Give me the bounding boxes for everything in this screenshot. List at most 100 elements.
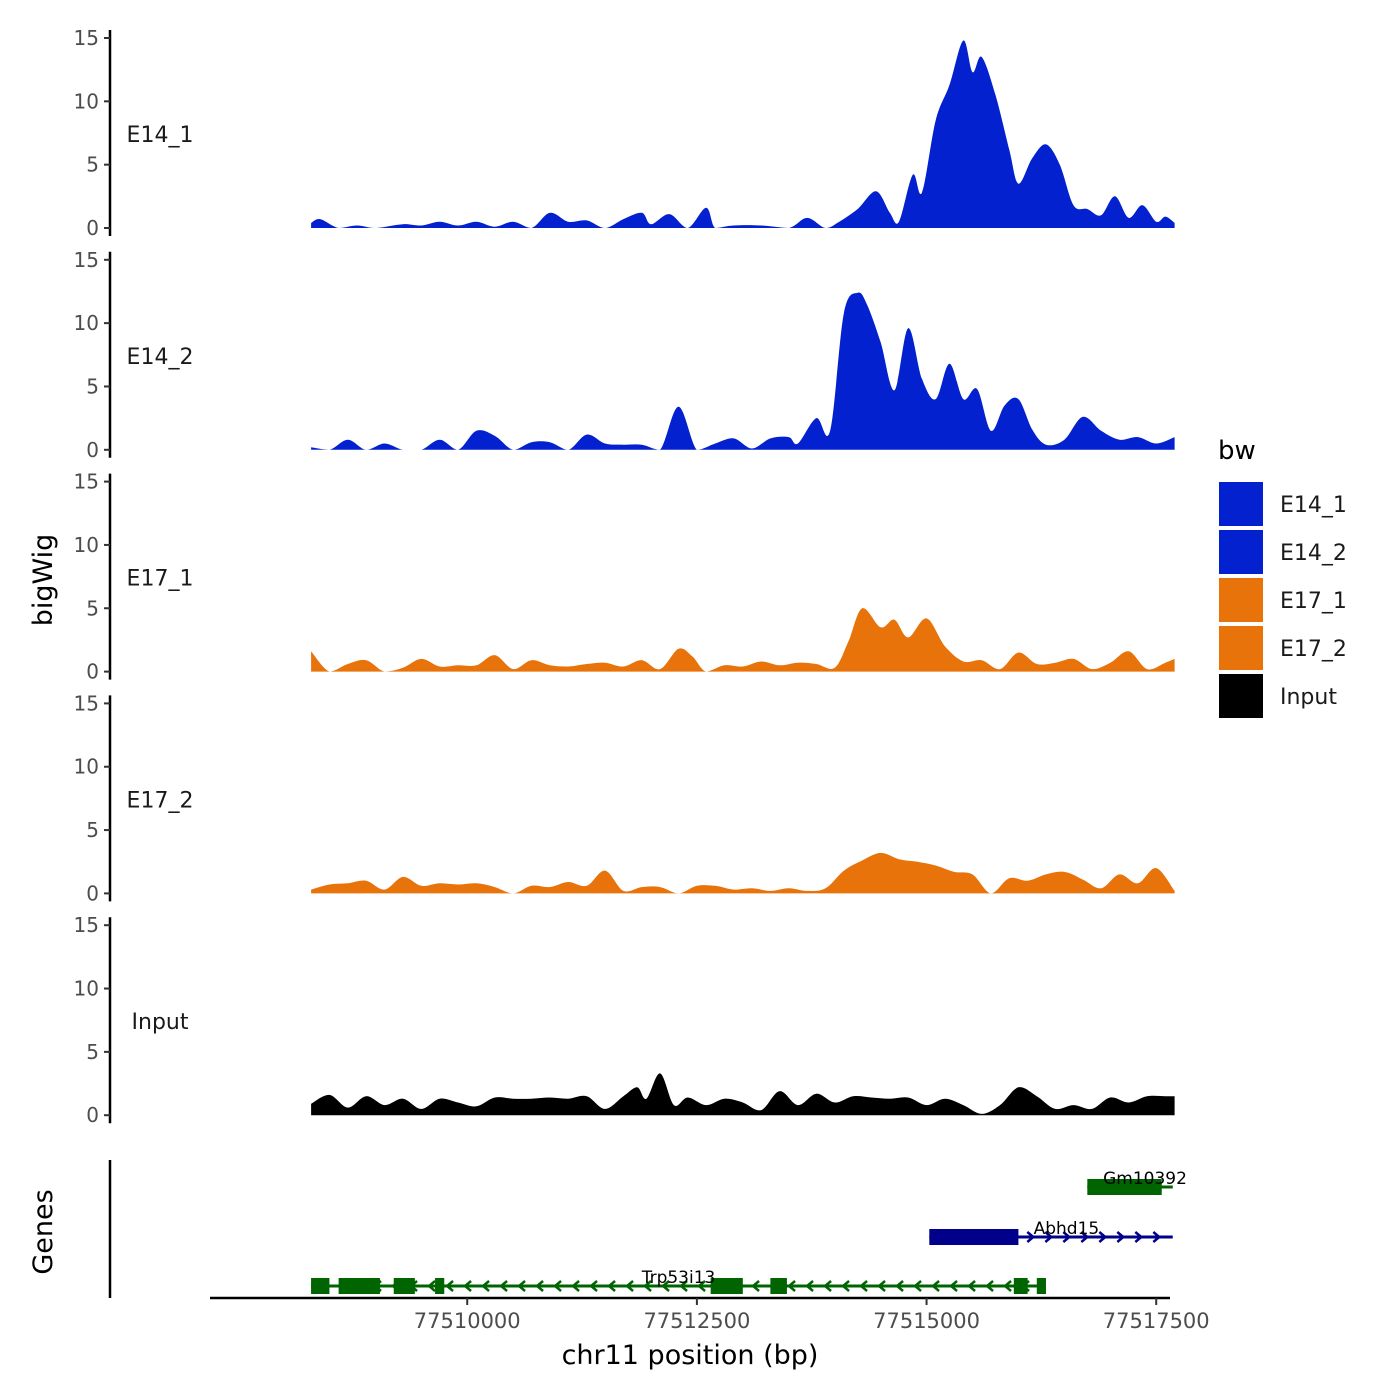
signal-area-Input xyxy=(311,1073,1175,1116)
strand-arrow xyxy=(607,1280,616,1292)
strand-arrow xyxy=(535,1280,544,1292)
signal-area-E14_2 xyxy=(311,292,1175,450)
y-tick-label: 10 xyxy=(74,311,99,335)
strand-arrow xyxy=(463,1280,472,1292)
strand-arrow xyxy=(679,1280,688,1292)
genes-layer: Gm10392 Abhd15 Trp53i13 xyxy=(108,1160,1187,1298)
gene-Trp53i13: Trp53i13 xyxy=(311,1268,1046,1294)
gene-exon xyxy=(1087,1179,1162,1195)
y-tick-label: 0 xyxy=(86,438,99,462)
y-tick-label: 10 xyxy=(74,977,99,1001)
gene-exon xyxy=(1013,1278,1028,1294)
strand-arrow xyxy=(859,1280,868,1292)
legend-swatch-E17_1 xyxy=(1217,576,1265,624)
strand-arrow xyxy=(1152,1231,1162,1243)
y-tick-label: 10 xyxy=(74,755,99,779)
tracks-layer: 0 5 10 15 E14_1 0 5 10 15 E14_2 0 5 10 15 E17_1 0 5 10 15 E… xyxy=(74,26,1175,1127)
strand-arrow xyxy=(787,1280,796,1292)
strand-arrow xyxy=(571,1280,580,1292)
legend-swatch-E17_2 xyxy=(1217,624,1265,672)
legend-swatch-Input xyxy=(1217,672,1265,720)
gene-exon xyxy=(770,1278,787,1294)
strand-arrow xyxy=(517,1280,526,1292)
y-tick-label: 15 xyxy=(74,470,99,494)
track-panel-E17_1: 0 5 10 15 E17_1 xyxy=(74,470,1175,684)
y-tick-label: 0 xyxy=(86,1103,99,1127)
track-label-E17_2: E17_2 xyxy=(127,788,194,813)
track-panel-E14_1: 0 5 10 15 E14_1 xyxy=(74,26,1175,240)
x-tick-label: 77515000 xyxy=(873,1309,980,1333)
legend-label-Input: Input xyxy=(1280,685,1337,710)
y-tick-label: 0 xyxy=(86,660,99,684)
legend-label-E17_2: E17_2 xyxy=(1280,637,1347,662)
strand-arrow xyxy=(625,1280,634,1292)
y-tick-label: 15 xyxy=(74,248,99,272)
track-label-E14_1: E14_1 xyxy=(127,123,194,148)
gene-label-Abhd15: Abhd15 xyxy=(1034,1219,1100,1239)
y-tick-label: 0 xyxy=(86,216,99,240)
strand-arrow xyxy=(643,1280,652,1292)
track-panel-Input: 0 5 10 15 Input xyxy=(74,913,1175,1127)
strand-arrow xyxy=(985,1280,994,1292)
x-axis: 77510000 77512500 77515000 77517500 xyxy=(210,1296,1210,1333)
strand-arrow xyxy=(1080,1231,1090,1243)
gene-label-Trp53i13: Trp53i13 xyxy=(641,1268,716,1288)
strand-arrow xyxy=(697,1280,706,1292)
strand-arrow xyxy=(1003,1280,1012,1292)
y-tick-label: 5 xyxy=(86,596,99,620)
x-axis-title: chr11 position (bp) xyxy=(562,1340,819,1371)
strand-arrow xyxy=(1098,1231,1108,1243)
strand-arrow xyxy=(481,1280,490,1292)
y-tick-label: 15 xyxy=(74,26,99,50)
legend-title: bw xyxy=(1218,436,1256,466)
y-tick-label: 0 xyxy=(86,881,99,905)
legend-label-E17_1: E17_1 xyxy=(1280,589,1347,614)
gene-exon xyxy=(710,1278,743,1294)
strand-arrow xyxy=(913,1280,922,1292)
strand-arrow xyxy=(931,1280,940,1292)
strand-arrow xyxy=(427,1280,436,1292)
track-label-E14_2: E14_2 xyxy=(127,345,194,370)
track-label-Input: Input xyxy=(132,1010,189,1035)
gene-Abhd15: Abhd15 xyxy=(929,1219,1173,1245)
gene-exon xyxy=(1036,1278,1046,1294)
y-tick-label: 15 xyxy=(74,691,99,715)
legend-swatch-E14_1 xyxy=(1217,480,1265,528)
genes-axis-title: Genes xyxy=(28,1189,59,1274)
gene-exon xyxy=(311,1278,330,1294)
y-tick-label: 10 xyxy=(74,89,99,113)
strand-arrow xyxy=(589,1280,598,1292)
track-panel-E14_2: 0 5 10 15 E14_2 xyxy=(74,248,1175,462)
y-tick-label: 5 xyxy=(86,818,99,842)
signal-area-E14_1 xyxy=(311,40,1175,228)
strand-arrow xyxy=(445,1280,454,1292)
gene-Gm10392: Gm10392 xyxy=(1087,1169,1187,1195)
strand-arrow xyxy=(823,1280,832,1292)
y-axis-title: bigWig xyxy=(28,534,59,627)
x-tick-label: 77510000 xyxy=(414,1309,521,1333)
strand-arrow xyxy=(751,1280,760,1292)
legend: bw E14_1 E14_2 E17_1 E17_2 Input xyxy=(1217,436,1347,720)
strand-arrow xyxy=(949,1280,958,1292)
strand-arrow xyxy=(967,1280,976,1292)
signal-area-E17_2 xyxy=(311,852,1175,894)
legend-label-E14_2: E14_2 xyxy=(1280,541,1347,566)
y-tick-label: 5 xyxy=(86,1040,99,1064)
gene-exon xyxy=(435,1278,445,1294)
track-panel-E17_2: 0 5 10 15 E17_2 xyxy=(74,691,1175,905)
gene-exon xyxy=(338,1278,380,1294)
legend-label-E14_1: E14_1 xyxy=(1280,493,1347,518)
x-tick-label: 77517500 xyxy=(1103,1309,1210,1333)
y-tick-label: 5 xyxy=(86,153,99,177)
y-tick-label: 15 xyxy=(74,913,99,937)
strand-arrow xyxy=(553,1280,562,1292)
gene-exon xyxy=(393,1278,415,1294)
x-tick-label: 77512500 xyxy=(643,1309,750,1333)
strand-arrow xyxy=(1116,1231,1126,1243)
strand-arrow xyxy=(841,1280,850,1292)
strand-arrow xyxy=(877,1280,886,1292)
gene-exon xyxy=(929,1229,1019,1245)
strand-arrow xyxy=(1134,1231,1144,1243)
y-tick-label: 5 xyxy=(86,374,99,398)
